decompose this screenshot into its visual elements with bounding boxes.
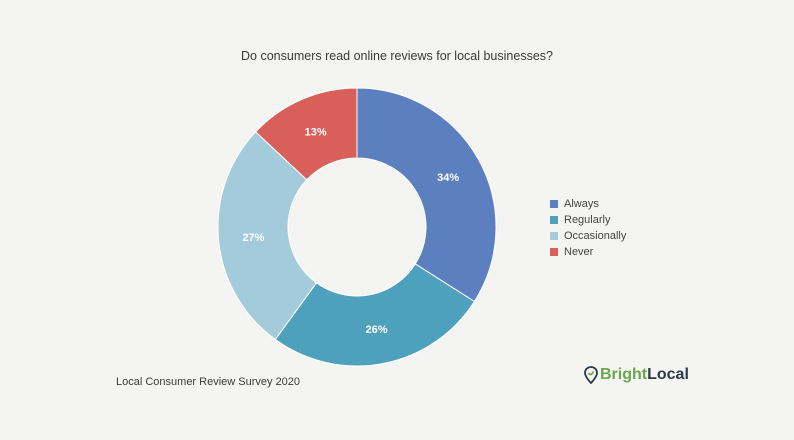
legend-swatch (550, 248, 558, 256)
brightlocal-logo: Bright Local (584, 366, 689, 384)
legend-item-occasionally: Occasionally (550, 228, 626, 244)
location-pin-icon (584, 366, 598, 384)
legend-item-regularly: Regularly (550, 212, 626, 228)
logo-text-bright: Bright (600, 366, 648, 383)
legend-label: Regularly (564, 214, 611, 226)
legend-label: Always (564, 198, 599, 210)
legend-swatch (550, 200, 558, 208)
legend-item-always: Always (550, 196, 626, 212)
chart-legend: Always Regularly Occasionally Never (550, 196, 626, 260)
slice-label-occasionally: 27% (242, 232, 264, 244)
legend-swatch (550, 232, 558, 240)
donut-slice-regularly (274, 263, 476, 367)
logo-text-local: Local (647, 366, 689, 383)
donut-slice-occasionally (217, 131, 318, 341)
legend-label: Never (564, 246, 594, 258)
slice-label-regularly: 26% (365, 324, 387, 336)
chart-title: Do consumers read online reviews for loc… (241, 49, 553, 63)
donut-slice-never (254, 87, 358, 181)
slice-label-never: 13% (305, 127, 327, 139)
source-caption: Local Consumer Review Survey 2020 (116, 376, 301, 388)
legend-swatch (550, 216, 558, 224)
legend-label: Occasionally (564, 230, 627, 242)
donut-slice-always (356, 87, 497, 303)
legend-item-never: Never (550, 244, 626, 260)
slice-label-always: 34% (437, 172, 459, 184)
